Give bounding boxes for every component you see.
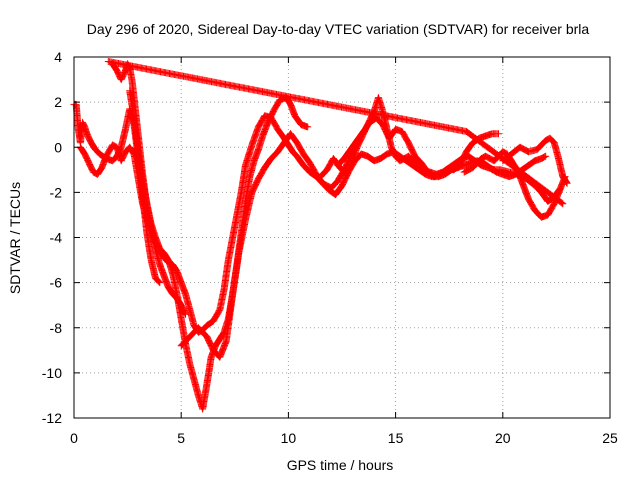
chart-title: Day 296 of 2020, Sidereal Day-to-day VTE… xyxy=(87,21,590,37)
series-isolated xyxy=(104,58,567,208)
y-axis-label: SDTVAR / TECUs xyxy=(7,182,23,294)
y-tick-label: 2 xyxy=(54,94,62,110)
data-points-isolated xyxy=(104,58,567,208)
series-track-7 xyxy=(334,114,502,181)
x-axis-label: GPS time / hours xyxy=(287,457,394,473)
x-tick-label: 5 xyxy=(177,430,185,446)
data-points-track-7 xyxy=(334,114,502,181)
x-tick-label: 10 xyxy=(281,430,297,446)
y-tick-label: 4 xyxy=(54,49,62,65)
y-tick-label: -2 xyxy=(50,184,63,200)
x-tick-label: 0 xyxy=(70,430,78,446)
x-tick-label: 15 xyxy=(388,430,404,446)
x-tick-label: 25 xyxy=(602,430,618,446)
y-tick-label: -6 xyxy=(50,275,63,291)
y-tick-label: 0 xyxy=(54,139,62,155)
ticks: 0 5 10 15 20 25 -12 -10 -8 -6 -4 -2 0 2 4 xyxy=(42,49,618,446)
x-tick-label: 20 xyxy=(495,430,511,446)
y-tick-label: -8 xyxy=(50,320,63,336)
y-tick-label: -4 xyxy=(50,230,63,246)
y-tick-label: -12 xyxy=(42,410,62,426)
data-layer xyxy=(70,58,571,413)
y-tick-label: -10 xyxy=(42,365,62,381)
